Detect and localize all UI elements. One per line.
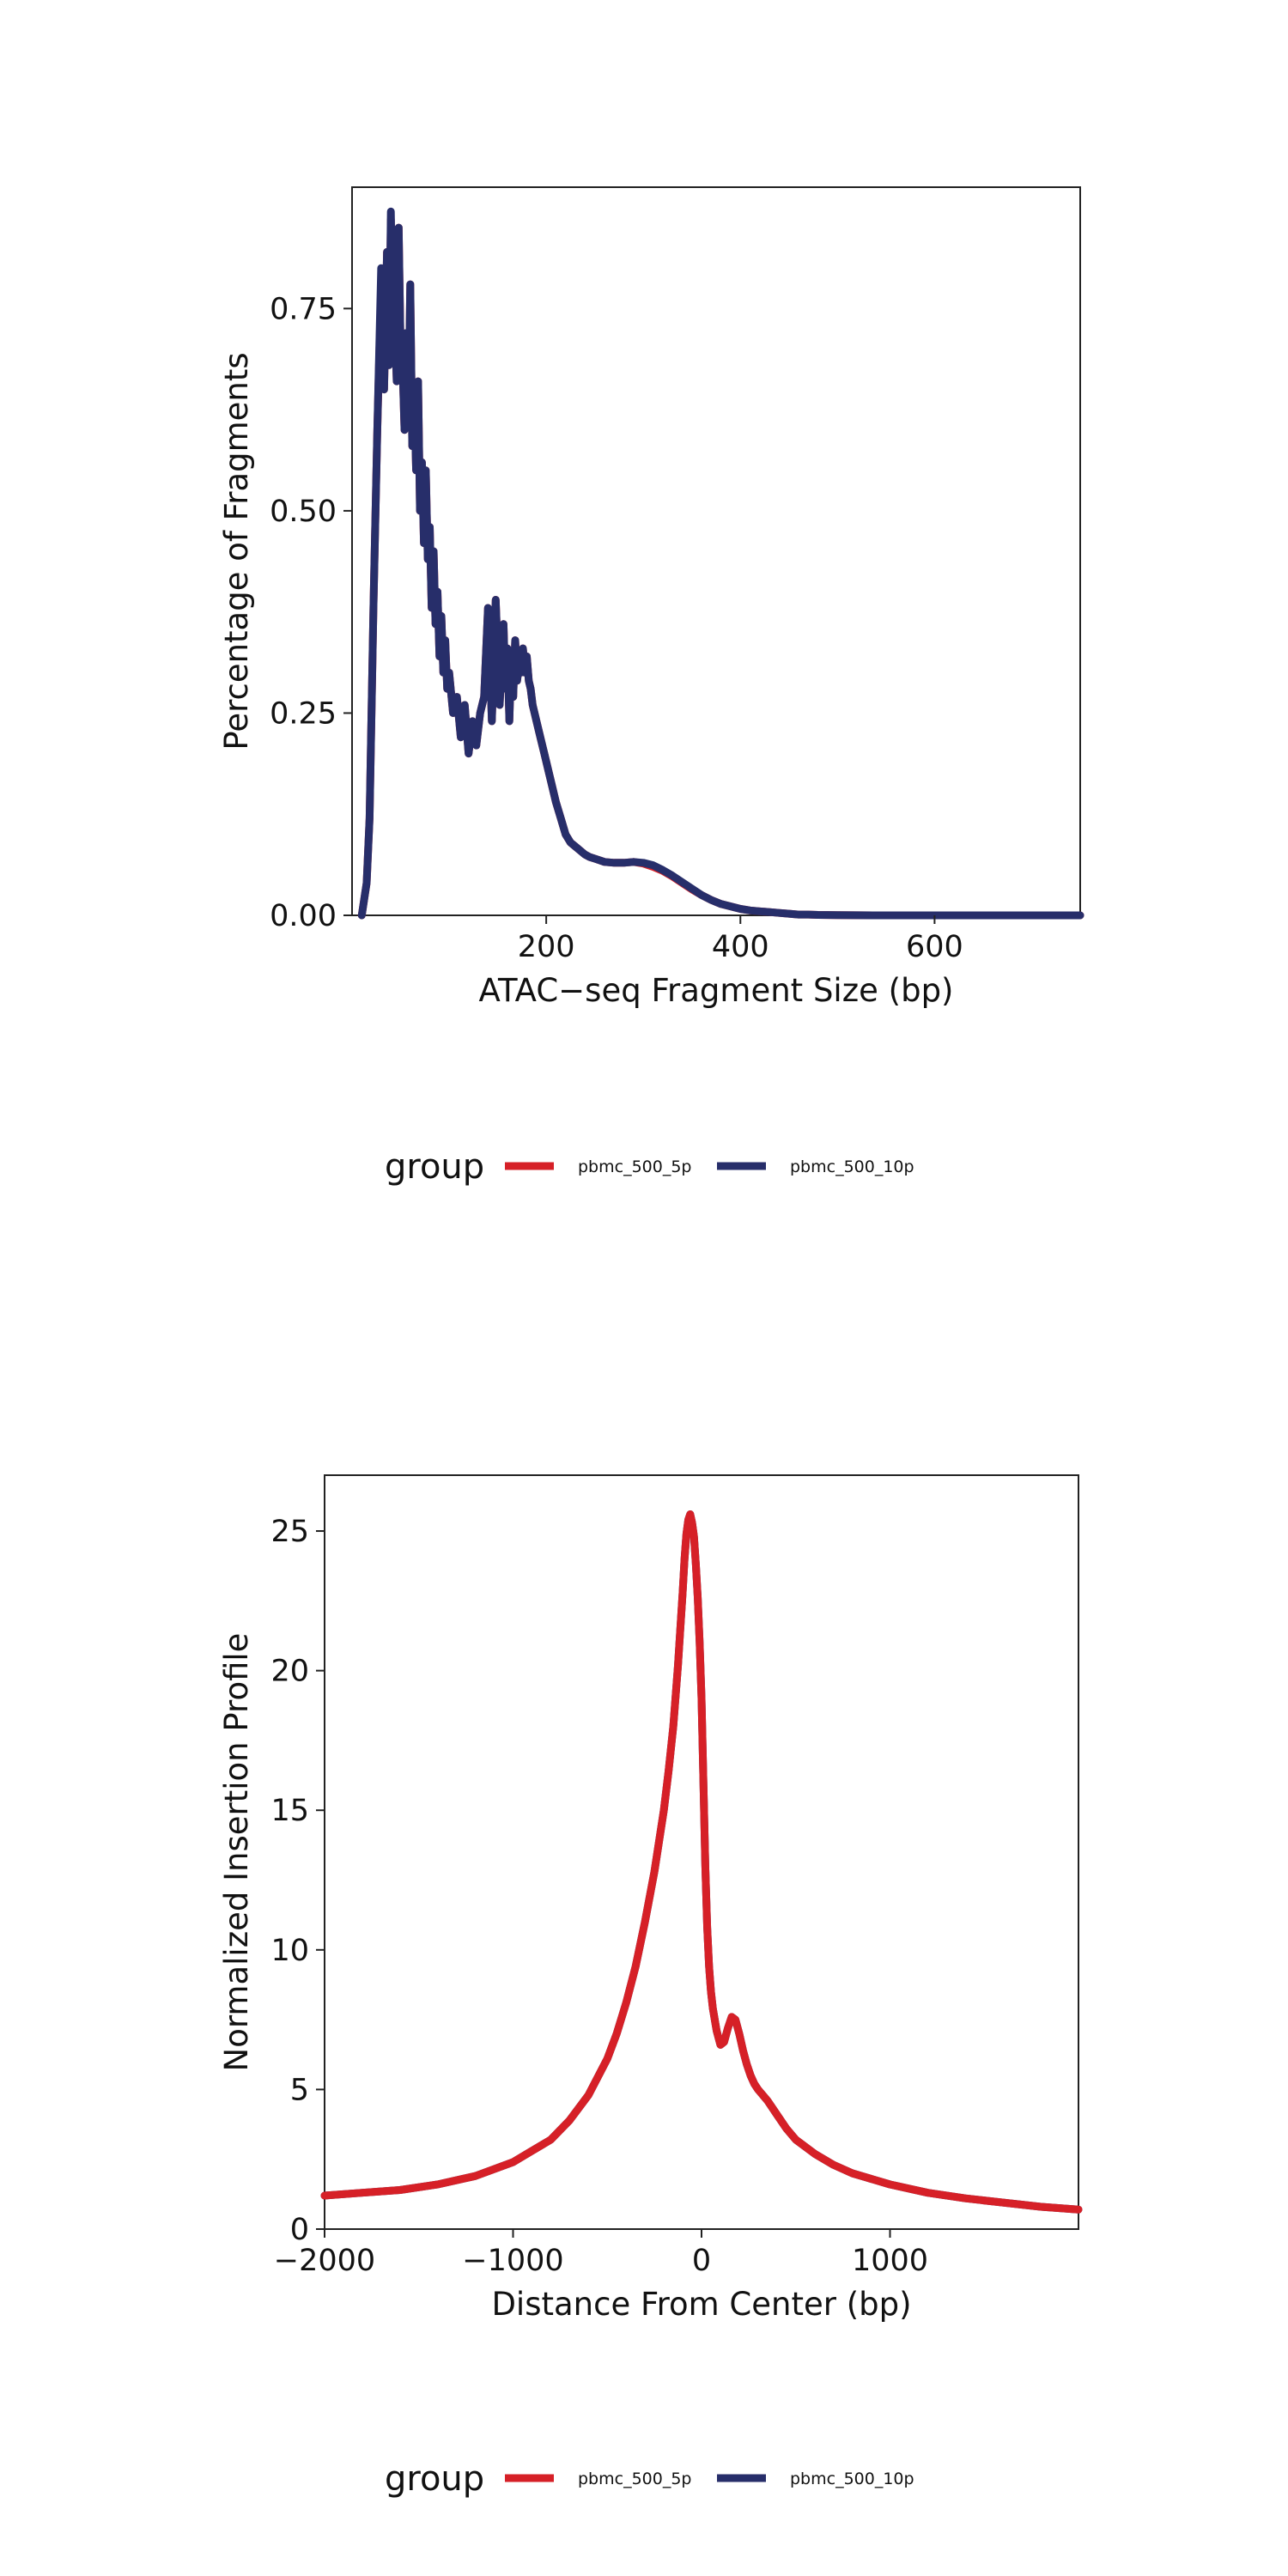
series-line-pbmc-500-5p [320,1510,1083,2214]
legend-label-pbmc-500-10p: pbmc_500_10p [790,2470,914,2488]
fragment-size-chart: 200 400 600 0.00 0.25 0.50 0.75 ATAC−seq Frag… [218,186,1084,1187]
series-layer [357,207,1084,920]
y-axis-title: Normalized Insertion Profile [218,1633,255,2072]
legend-title: group [385,2459,484,2499]
y-tick-label: 15 [270,1794,309,1828]
y-ticks: 0.00 0.25 0.50 0.75 [270,292,352,933]
series-line-pbmc-500-5p [357,216,1084,920]
legend-label-pbmc-500-10p: pbmc_500_10p [790,1157,914,1176]
x-ticks: 200 400 600 [518,915,963,964]
x-tick-label: 600 [906,930,963,964]
y-tick-label: 0.75 [270,292,337,326]
series-layer [320,1510,1083,2214]
insertion-profile-chart: −2000 −1000 0 1000 0 5 10 15 20 25 Distance From… [218,1474,1083,2499]
series-line-pbmc-500-10p [357,207,1084,920]
legend-label-pbmc-500-5p: pbmc_500_5p [578,2470,692,2488]
y-tick-label: 0.50 [270,495,337,529]
legend: group pbmc_500_5p pbmc_500_10p [385,2459,914,2499]
y-axis-title: Percentage of Fragments [218,352,255,750]
legend-title: group [385,1147,484,1187]
y-tick-label: 25 [270,1515,309,1549]
y-tick-label: 20 [270,1655,309,1689]
x-tick-label: 1000 [852,2244,928,2278]
x-axis-title: Distance From Center (bp) [491,2286,911,2323]
x-tick-label: −2000 [274,2244,375,2278]
x-tick-label: 0 [692,2244,711,2278]
y-tick-label: 0.00 [270,899,337,933]
y-tick-label: 5 [290,2073,309,2107]
y-tick-label: 10 [270,1934,309,1968]
x-tick-label: 400 [712,930,769,964]
y-tick-label: 0.25 [270,696,337,731]
legend-label-pbmc-500-5p: pbmc_500_5p [578,1157,692,1176]
legend: group pbmc_500_5p pbmc_500_10p [385,1147,914,1187]
x-tick-label: 200 [518,930,575,964]
plot-frame [351,186,1081,916]
x-tick-label: −1000 [462,2244,563,2278]
x-axis-title: ATAC−seq Fragment Size (bp) [479,972,954,1009]
y-ticks: 0 5 10 15 20 25 [270,1515,325,2247]
x-ticks: −2000 −1000 0 1000 [274,2229,928,2278]
y-tick-label: 0 [290,2213,309,2247]
